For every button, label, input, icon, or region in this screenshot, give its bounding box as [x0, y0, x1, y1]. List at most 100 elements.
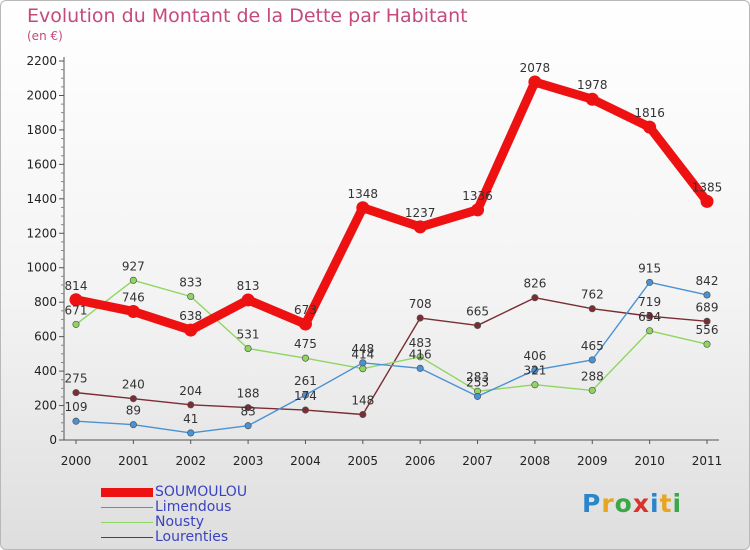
x-tick-label: 2007 — [462, 454, 493, 468]
data-point — [703, 317, 711, 325]
data-label: 174 — [294, 389, 317, 403]
data-label: 673 — [294, 303, 317, 317]
data-point — [356, 201, 370, 215]
series-line-soumoulou — [71, 77, 712, 335]
data-point — [298, 317, 312, 331]
logo-letter: o — [614, 489, 633, 518]
data-point — [359, 359, 367, 367]
series-lines — [71, 77, 712, 434]
x-tick-label: 2006 — [405, 454, 436, 468]
chart-title: Evolution du Montant de la Dette par Hab… — [27, 5, 468, 27]
legend-swatch — [101, 507, 153, 508]
legend-swatch — [101, 522, 153, 523]
x-tick-label: 2005 — [348, 454, 379, 468]
data-label: 475 — [294, 337, 317, 351]
data-label: 1978 — [577, 78, 608, 92]
series-points — [69, 75, 714, 437]
data-label: 708 — [409, 297, 432, 311]
legend-label: Lourenties — [155, 529, 229, 545]
data-point — [301, 406, 310, 414]
y-tick-label: 2000 — [26, 88, 57, 102]
logo-letter: r — [601, 489, 615, 518]
data-label: 638 — [179, 309, 202, 323]
data-label: 1385 — [692, 180, 723, 194]
data-label: 814 — [65, 279, 88, 293]
data-label: 41 — [183, 412, 198, 426]
data-label: 448 — [351, 342, 374, 356]
data-label: 531 — [237, 328, 260, 342]
data-point — [531, 381, 539, 389]
data-label: 2078 — [520, 61, 551, 75]
data-point — [72, 389, 80, 397]
data-label: 109 — [65, 400, 88, 414]
logo-letter: x — [632, 489, 650, 518]
legend-swatch — [101, 537, 153, 538]
data-label: 826 — [523, 277, 546, 291]
data-point — [187, 429, 195, 437]
x-tick-label: 2003 — [233, 454, 264, 468]
data-point — [129, 276, 137, 284]
data-label: 188 — [237, 387, 260, 401]
data-point — [588, 386, 596, 394]
data-point — [416, 364, 424, 372]
data-label: 556 — [696, 323, 719, 337]
y-tick-label: 1000 — [26, 261, 57, 275]
logo-letter: i — [672, 489, 683, 518]
data-point — [359, 410, 367, 419]
data-label: 288 — [581, 369, 604, 383]
data-point — [531, 294, 539, 302]
legend-swatch — [101, 488, 153, 497]
legend-label: Limendous — [155, 499, 232, 515]
x-tick-label: 2009 — [577, 454, 608, 468]
data-point — [72, 320, 80, 328]
data-point — [703, 340, 711, 348]
data-point — [643, 120, 657, 134]
series-line-lourenties — [75, 297, 708, 416]
y-tick-label: 1800 — [26, 123, 57, 137]
y-tick-label: 1600 — [26, 157, 57, 171]
y-tick-label: 2200 — [26, 54, 57, 68]
data-labels: 275 240 204 188 174 148 708 665 826 762 719 689 671 9… — [65, 61, 723, 426]
data-label: 842 — [696, 274, 719, 288]
data-label: 634 — [638, 310, 661, 324]
data-label: 83 — [240, 405, 255, 419]
y-tick-label: 0 — [49, 433, 57, 447]
y-tick-label: 800 — [34, 295, 57, 309]
logo-letter: P — [582, 489, 602, 518]
data-point — [416, 314, 424, 322]
y-tick-label: 1200 — [26, 226, 57, 240]
axes: 0 200 400 600 800 1000 1200 1400 1600 1800 2000 220… — [26, 54, 722, 468]
data-label: 833 — [179, 275, 202, 289]
data-label: 261 — [294, 374, 317, 388]
data-point — [588, 305, 596, 313]
data-label: 1348 — [348, 187, 379, 201]
data-label: 253 — [466, 375, 489, 389]
y-tick-label: 600 — [34, 330, 57, 344]
x-tick-label: 2004 — [290, 454, 321, 468]
y-tick-label: 400 — [34, 364, 57, 378]
data-point — [241, 293, 255, 307]
legend-label: SOUMOULOU — [155, 484, 248, 500]
data-point — [301, 354, 310, 362]
x-tick-label: 2010 — [634, 454, 665, 468]
data-point — [187, 401, 195, 409]
data-point — [588, 356, 596, 364]
data-label: 671 — [65, 303, 88, 317]
proxiti-logo: Proxiti — [582, 489, 682, 518]
x-tick-label: 2008 — [520, 454, 551, 468]
data-point — [531, 366, 539, 374]
data-point — [528, 75, 542, 89]
data-label: 89 — [126, 404, 141, 418]
data-label: 813 — [237, 279, 260, 293]
data-point — [244, 422, 252, 430]
data-point — [413, 220, 427, 234]
data-label: 665 — [466, 304, 489, 318]
data-point — [703, 291, 711, 299]
data-label: 416 — [409, 347, 432, 361]
data-label: 719 — [638, 295, 661, 309]
data-label: 414 — [351, 348, 374, 362]
data-point — [244, 344, 252, 353]
logo-letter: t — [659, 489, 673, 518]
